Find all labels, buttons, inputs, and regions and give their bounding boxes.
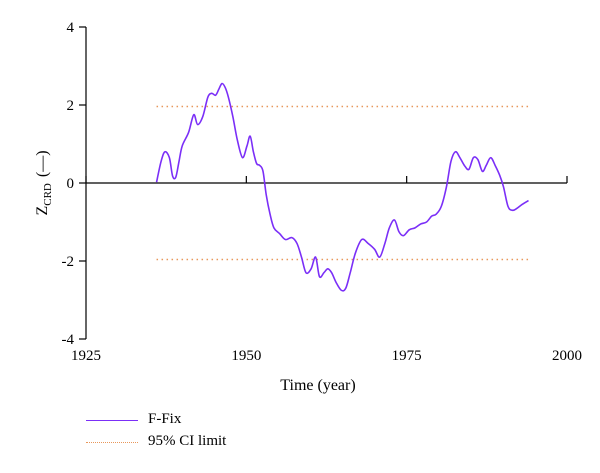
y-axis-title-subscript: CRD xyxy=(42,183,54,206)
y-axis-title-unit: (—) xyxy=(34,150,51,177)
legend-item-ffix: F-Fix xyxy=(86,410,346,432)
y-tick-label: 2 xyxy=(67,98,75,114)
x-tick-label: 1975 xyxy=(392,348,422,364)
legend: F-Fix 95% CI limit xyxy=(86,410,346,454)
legend-label-ffix: F-Fix xyxy=(148,411,182,427)
x-axis-title: Time (year) xyxy=(280,377,355,394)
legend-item-ci: 95% CI limit xyxy=(86,432,346,454)
y-axis-title-main: Z xyxy=(34,206,51,216)
x-tick-label: 2000 xyxy=(552,348,582,364)
y-tick-label: 0 xyxy=(67,176,75,192)
x-tick-label: 1950 xyxy=(231,348,261,364)
series-line-ffix xyxy=(155,82,529,292)
x-tick-label: 1925 xyxy=(71,348,101,364)
y-tick-label: -2 xyxy=(62,254,75,270)
legend-swatch-ci xyxy=(86,442,138,443)
legend-label-ci: 95% CI limit xyxy=(148,433,227,449)
y-tick-label: -4 xyxy=(62,332,75,348)
y-axis-title: ZCRD (—) xyxy=(34,150,54,215)
y-tick-label: 4 xyxy=(67,20,75,36)
legend-swatch-ffix xyxy=(86,420,138,421)
